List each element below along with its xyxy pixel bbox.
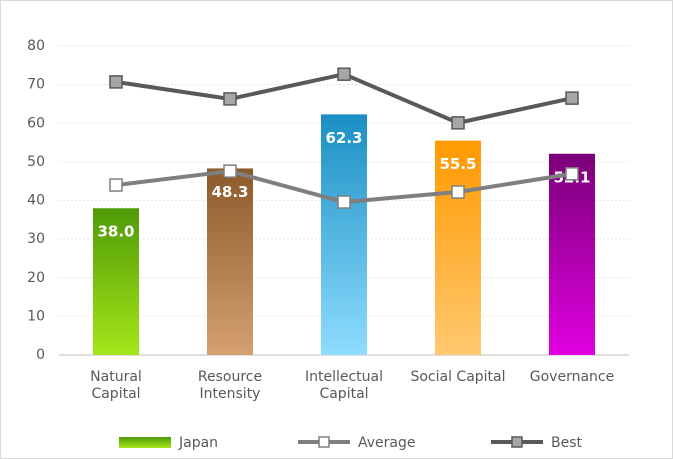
x-tick-label: Resource Intensity [197,369,263,402]
bar [549,153,595,355]
marker [451,185,465,199]
legend-label: Best [551,435,583,451]
bar [435,140,481,355]
x-tick-label: Intellectual Capital [304,369,384,402]
x-tick-label: Social Capital [410,369,506,385]
data-label: 38.0 [97,223,134,241]
marker [337,195,351,209]
bar [93,208,139,355]
y-tick-label: 10 [27,308,45,324]
data-label: 55.5 [439,155,476,173]
y-tick-label: 0 [36,347,45,363]
legend-marker [318,436,330,448]
legend-marker [511,436,523,448]
legend-label: Average [358,435,416,451]
data-label: 48.3 [211,183,248,201]
x-tick-label: Natural Capital [90,369,142,402]
marker [451,116,465,130]
y-tick-label: 40 [27,193,45,209]
marker [565,167,579,181]
bar [207,168,253,355]
legend-swatch [119,437,171,448]
legend-label: Japan [178,435,218,451]
bar [321,114,367,356]
y-tick-label: 50 [27,154,45,170]
y-tick-label: 80 [27,38,45,54]
data-label: 62.3 [325,129,362,147]
marker [337,67,351,81]
marker [109,178,123,192]
y-tick-label: 60 [27,115,45,131]
marker [223,164,237,178]
marker [223,92,237,106]
y-tick-label: 30 [27,231,45,247]
marker [565,91,579,105]
y-tick-label: 20 [27,270,45,286]
y-tick-label: 70 [27,77,45,93]
marker [109,75,123,89]
x-tick-label: Governance [529,369,615,385]
